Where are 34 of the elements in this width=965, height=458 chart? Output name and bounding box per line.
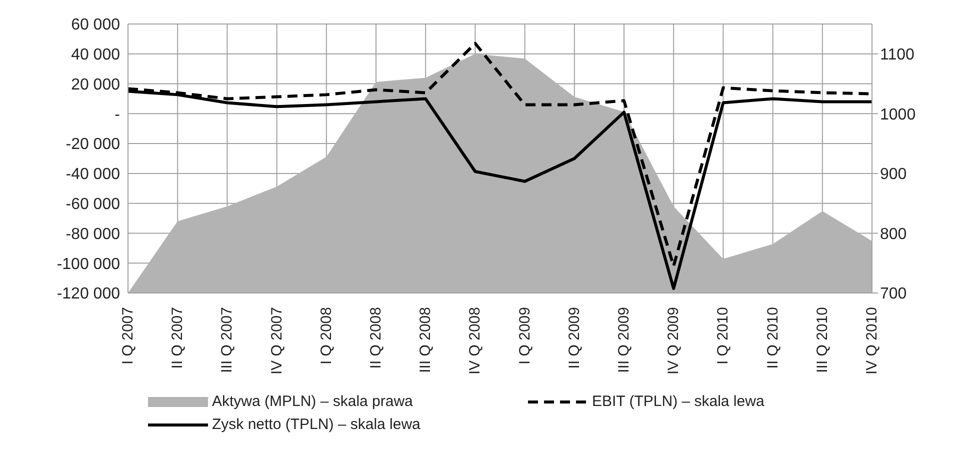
- y2-tick-label: 700: [880, 286, 907, 303]
- x-tick-label: IV Q 2007: [268, 307, 286, 375]
- x-tick-label: II Q 2010: [764, 307, 782, 369]
- x-tick-label: II Q 2009: [566, 307, 583, 369]
- x-tick-label: I Q 2008: [318, 307, 335, 365]
- x-tick-label: III Q 2007: [218, 307, 236, 373]
- x-tick-label: IV Q 2008: [466, 307, 484, 375]
- y-tick-label: 40 000: [71, 46, 120, 64]
- y-tick-label: 60 000: [71, 16, 120, 34]
- x-tick-label: I Q 2009: [516, 307, 534, 365]
- x-tick-label: IV Q 2009: [665, 307, 682, 375]
- y2-tick-label: 1100: [880, 46, 915, 64]
- legend-label: EBIT (TPLN) – skala lewa: [592, 393, 764, 410]
- y-tick-label: -20 000: [66, 136, 120, 154]
- x-tick-label: III Q 2009: [616, 307, 632, 373]
- y2-tick-label: 800: [880, 226, 907, 243]
- y-tick-label: -40 000: [66, 166, 120, 184]
- x-tick-label: II Q 2007: [169, 307, 186, 369]
- y-tick-label: -: [114, 106, 120, 124]
- x-tick-label: III Q 2010: [814, 307, 831, 373]
- x-tick-label: IV Q 2010: [864, 307, 880, 375]
- y-tick-label: -80 000: [66, 226, 120, 243]
- y2-tick-label: 1000: [880, 106, 916, 124]
- y2-tick-label: 900: [880, 166, 907, 184]
- y-tick-label: -100 000: [56, 256, 120, 273]
- y-tick-label: -60 000: [66, 196, 120, 214]
- y-tick-label: -120 000: [56, 286, 120, 303]
- x-tick-label: I Q 2010: [714, 307, 732, 365]
- x-tick-label: II Q 2008: [368, 307, 384, 369]
- legend-label: Zysk netto (TPLN) – skala lewa: [212, 416, 420, 433]
- x-tick-label: III Q 2008: [417, 307, 434, 373]
- y-tick-label: 20 000: [71, 76, 120, 94]
- x-tick-label: I Q 2007: [120, 307, 136, 365]
- legend-label: Aktywa (MPLN) – skala prawa: [212, 393, 413, 410]
